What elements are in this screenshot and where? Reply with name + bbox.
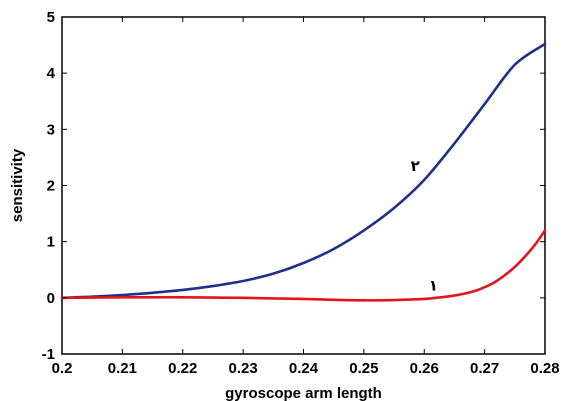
tick-labels: 0.2 0.21 0.22 0.23 0.24 0.25 0.26 0.27 0.28 -1 0 1 2… [42,9,560,377]
x-tick-label: 0.24 [289,360,319,377]
series-label-2: ۱ [429,276,438,294]
x-tick-label: 0.21 [108,360,137,377]
y-tick-label: 0 [47,290,55,307]
plot-area [61,16,546,355]
y-tick-label: -1 [42,346,55,363]
x-tick-label: 0.25 [349,360,378,377]
x-tick-label: 0.28 [530,360,559,377]
plot-frame [61,16,546,355]
series-line-2 [60,229,547,302]
series-labels: ۲۱ [411,157,438,295]
x-tick-label: 0.26 [410,360,439,377]
y-tick-label: 3 [47,121,55,138]
y-axis-label: sensitivity [9,148,26,222]
x-axis-label: gyroscope arm length [225,385,382,401]
y-tick-label: 5 [47,9,55,26]
x-tick-label: 0.23 [229,360,258,377]
series-label-1: ۲ [411,157,420,175]
x-tick-label: 0.22 [168,360,197,377]
series-curves [60,42,547,302]
x-tick-label: 0.2 [52,360,73,377]
y-tick-label: 2 [47,178,55,195]
x-tick-label: 0.27 [470,360,499,377]
axis-ticks [61,16,546,355]
series-line-1 [60,42,547,300]
y-tick-label: 1 [47,234,55,251]
y-tick-label: 4 [47,65,56,82]
